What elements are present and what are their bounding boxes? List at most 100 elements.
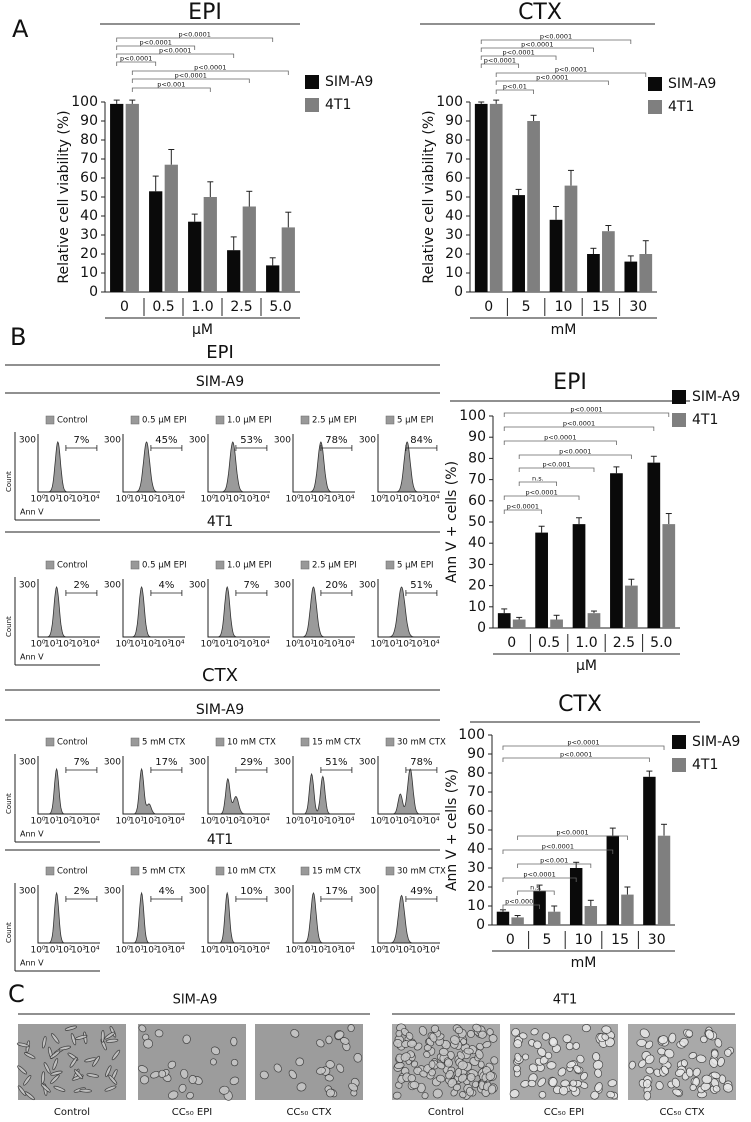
legend-label: 4T1 bbox=[692, 757, 718, 773]
cell bbox=[75, 1034, 88, 1040]
gate-percent: 17% bbox=[155, 757, 177, 768]
y-tick-label: 90 bbox=[467, 746, 485, 762]
x-tick-label: 10 bbox=[575, 932, 593, 948]
cell bbox=[714, 1038, 723, 1048]
x-tick-label: 10³ bbox=[156, 946, 171, 956]
x-tick-label: 10⁴ bbox=[169, 946, 184, 956]
y-tick-label: 300 bbox=[274, 887, 291, 897]
cell bbox=[466, 1073, 476, 1082]
y-tick-label: 300 bbox=[19, 887, 36, 897]
y-tick-label: 80 bbox=[467, 765, 485, 781]
y-tick-label: 60 bbox=[80, 170, 98, 186]
x-tick-label: 30 bbox=[648, 932, 666, 948]
histogram bbox=[208, 441, 270, 493]
gate-percent: 84% bbox=[410, 435, 432, 446]
significance-bracket bbox=[503, 440, 617, 445]
micrograph-caption: Control bbox=[428, 1107, 464, 1118]
legend-label: 4T1 bbox=[668, 99, 694, 115]
x-tick-label: 10⁴ bbox=[424, 946, 439, 956]
significance-label: p<0.01 bbox=[503, 83, 527, 91]
cell bbox=[482, 1041, 492, 1049]
significance-bracket bbox=[131, 87, 211, 92]
plot-axes bbox=[292, 756, 355, 815]
axis-label: Ann V bbox=[20, 653, 44, 662]
cell bbox=[43, 1062, 51, 1074]
significance-bracket bbox=[517, 835, 628, 840]
cell bbox=[53, 1085, 66, 1092]
bar bbox=[564, 185, 578, 292]
cell bbox=[569, 1079, 578, 1087]
cell bbox=[325, 1035, 333, 1045]
y-tick-label: 10 bbox=[80, 265, 98, 281]
x-tick-label: 10⁰ bbox=[200, 495, 215, 505]
cell bbox=[537, 1077, 547, 1087]
cell bbox=[559, 1086, 569, 1096]
gate bbox=[320, 590, 353, 596]
condition-swatch bbox=[215, 737, 225, 747]
plot-axes bbox=[37, 756, 100, 815]
cell bbox=[722, 1083, 734, 1093]
micrograph-caption: CC₅₀ EPI bbox=[172, 1107, 212, 1118]
cell-line-heading: SIM-A9 bbox=[196, 702, 244, 718]
y-tick-label: 300 bbox=[359, 887, 376, 897]
y-tick-label: 100 bbox=[458, 727, 485, 743]
cell bbox=[24, 1091, 35, 1101]
cell bbox=[17, 1065, 28, 1075]
x-tick-label: 10² bbox=[57, 495, 72, 505]
cell bbox=[288, 1069, 297, 1080]
micrograph bbox=[255, 1024, 363, 1100]
x-tick-label: 10³ bbox=[241, 817, 256, 827]
y-axis-label: Ann V + cells (%) bbox=[444, 769, 460, 891]
cell bbox=[546, 1061, 557, 1070]
significance-bracket bbox=[495, 72, 647, 77]
x-tick-label: 10¹ bbox=[384, 495, 399, 505]
gate-percent: 7% bbox=[73, 435, 89, 446]
condition-swatch bbox=[45, 866, 55, 876]
condition-label: 1.0 μM EPI bbox=[227, 561, 272, 571]
bar bbox=[149, 191, 163, 292]
group-title: SIM-A9 bbox=[173, 993, 218, 1008]
section-title: CTX bbox=[202, 665, 238, 686]
cell bbox=[453, 1083, 461, 1092]
gate bbox=[320, 445, 353, 451]
x-tick-label: 10⁴ bbox=[339, 495, 354, 505]
condition-label: 1.0 μM EPI bbox=[227, 416, 272, 426]
plot-axes bbox=[207, 885, 270, 944]
legend-label: SIM-A9 bbox=[692, 389, 740, 405]
significance-label: p<0.0001 bbox=[525, 489, 557, 497]
significance-label: n.s. bbox=[530, 884, 542, 892]
significance-bracket bbox=[480, 63, 520, 68]
bar bbox=[527, 121, 540, 292]
y-axis-label: Ann V + cells (%) bbox=[444, 461, 460, 583]
bar bbox=[643, 776, 656, 925]
y-tick-label: 300 bbox=[104, 436, 121, 446]
gate bbox=[150, 896, 183, 902]
cell bbox=[477, 1060, 485, 1069]
x-tick-label: 10¹ bbox=[44, 495, 59, 505]
y-tick-label: 50 bbox=[80, 189, 98, 205]
condition-swatch bbox=[385, 560, 395, 570]
cell bbox=[100, 1030, 105, 1043]
x-tick-label: 10¹ bbox=[214, 495, 229, 505]
x-tick-label: 10⁴ bbox=[339, 817, 354, 827]
gate-percent: 4% bbox=[158, 886, 174, 897]
y-tick-label: 20 bbox=[445, 246, 463, 262]
bar bbox=[549, 219, 563, 292]
cell bbox=[428, 1068, 436, 1077]
histogram bbox=[208, 777, 270, 815]
cell bbox=[533, 1040, 542, 1050]
cell bbox=[137, 1065, 148, 1074]
y-tick-label: 90 bbox=[445, 113, 463, 129]
x-tick-label: 10⁴ bbox=[84, 817, 99, 827]
cell bbox=[69, 1056, 78, 1068]
condition-swatch bbox=[385, 866, 395, 876]
x-tick-label: 10³ bbox=[326, 640, 341, 650]
x-tick-label: 10⁴ bbox=[254, 495, 269, 505]
histogram bbox=[293, 892, 355, 944]
cell bbox=[139, 1075, 150, 1085]
cell bbox=[601, 1033, 610, 1041]
gate bbox=[65, 896, 98, 902]
cell bbox=[229, 1076, 240, 1086]
significance-bracket bbox=[502, 877, 577, 882]
